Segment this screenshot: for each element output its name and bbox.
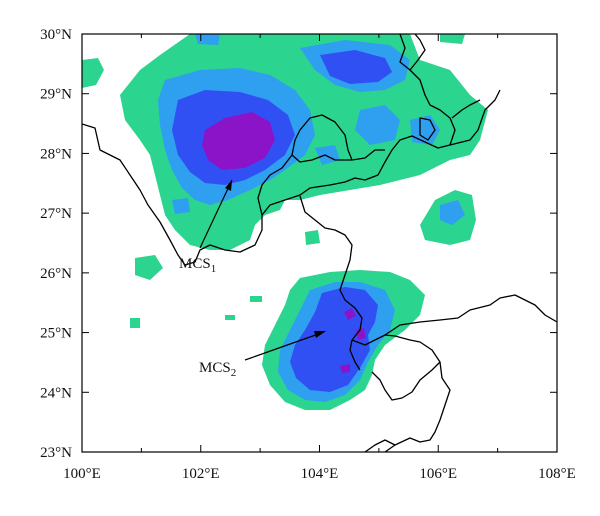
mcs1-annotation: MCS1 xyxy=(179,179,233,275)
axis-ticks xyxy=(81,33,558,453)
y-tick-label: 25°N xyxy=(40,326,72,342)
y-tick-label: 27°N xyxy=(40,206,72,222)
x-tick-label: 108°E xyxy=(538,466,576,482)
mcs2-arrowhead xyxy=(314,331,326,338)
mcs2-label: MCS2 xyxy=(199,360,236,379)
x-tick-label: 100°E xyxy=(63,466,101,482)
axis-tick-labels: 100°E 102°E 104°E 106°E 108°E 30°N 29°N 28°N 27°… xyxy=(40,27,576,482)
admin-borders xyxy=(82,34,557,452)
mcs2-arrow-line xyxy=(244,331,325,361)
contour-level-1-north xyxy=(82,34,488,328)
y-tick-label: 24°N xyxy=(40,385,72,401)
x-tick-label: 102°E xyxy=(182,466,220,482)
contour-level-4-south xyxy=(340,308,366,373)
x-tick-label: 104°E xyxy=(301,466,339,482)
mcs1-arrow-line xyxy=(199,179,233,249)
x-tick-label: 106°E xyxy=(419,466,457,482)
y-tick-label: 26°N xyxy=(40,266,72,282)
contour-level-4-north xyxy=(202,112,275,170)
mcs1-arrowhead xyxy=(225,180,232,191)
contour-level-3-south xyxy=(290,287,378,392)
y-tick-label: 29°N xyxy=(40,87,72,103)
y-tick-label: 28°N xyxy=(40,146,72,162)
y-tick-label: 23°N xyxy=(40,445,72,461)
precipitation-field xyxy=(82,34,557,452)
mcs1-label: MCS1 xyxy=(179,256,216,275)
mcs2-annotation: MCS2 xyxy=(199,331,326,379)
y-tick-label: 30°N xyxy=(40,27,72,43)
